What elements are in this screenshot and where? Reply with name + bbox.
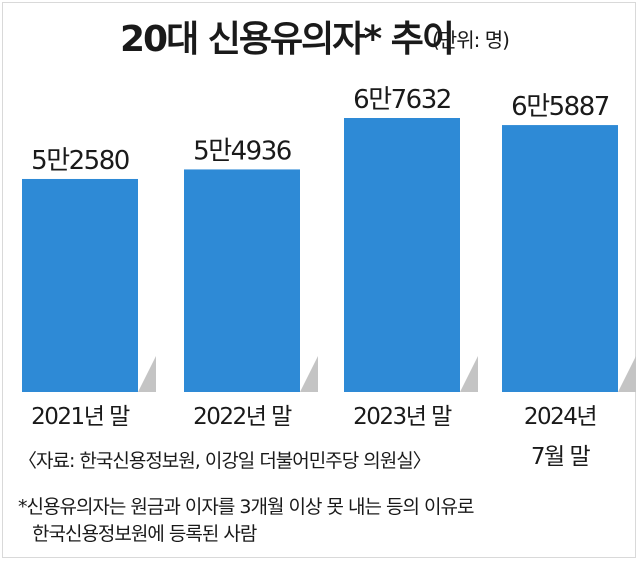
bar xyxy=(344,118,460,392)
bar xyxy=(184,169,300,392)
category-label: 2024년 xyxy=(524,404,596,430)
bar-value-label: 6만5887 xyxy=(511,92,609,122)
category-label: 2021년 말 xyxy=(31,404,130,430)
footnote: *신용유의자는 원금과 이자를 3개월 이상 못 내는 등의 이유로 한국신용정… xyxy=(18,494,578,548)
bar-shadow xyxy=(460,356,478,392)
bar xyxy=(22,178,138,392)
category-label: 2023년 말 xyxy=(353,404,452,430)
category-label: 2022년 말 xyxy=(193,404,292,430)
bar-value-label: 5만2580 xyxy=(31,146,129,176)
bar-shadow xyxy=(300,356,318,392)
bar xyxy=(502,125,618,392)
bar-value-label: 5만4936 xyxy=(193,136,291,166)
footnote-line-2: 한국신용정보원에 등록된 사람 xyxy=(32,523,257,545)
bar-value-label: 6만7632 xyxy=(353,85,451,115)
category-label: 7월 말 xyxy=(531,444,591,470)
unit-label: (단위: 명) xyxy=(432,28,510,52)
footnote-line-1: *신용유의자는 원금과 이자를 3개월 이상 못 내는 등의 이유로 xyxy=(18,496,474,518)
chart-title: 20대 신용유의자* 추이 xyxy=(120,19,455,60)
source-note: 〈자료: 한국신용정보원, 이강일 더불어민주당 의원실〉 xyxy=(18,450,432,472)
bar-shadow xyxy=(138,356,156,392)
bar-shadow xyxy=(618,356,636,392)
